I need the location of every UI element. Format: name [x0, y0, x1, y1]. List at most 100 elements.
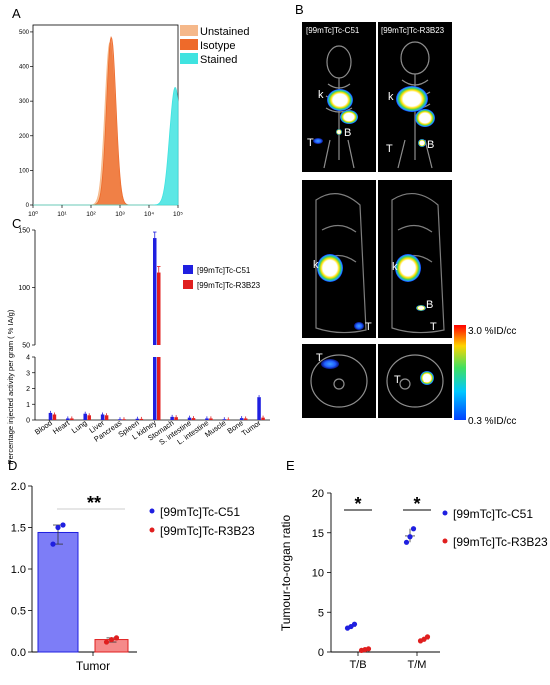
kidney-uptake-r2c2	[395, 254, 421, 282]
y-tick-label: 0.0	[11, 647, 26, 659]
y-tick-label: 100	[18, 285, 30, 292]
bladder-uptake-r3c2	[420, 371, 434, 385]
label-r2c1-k: k	[313, 259, 319, 271]
bladder-uptake-r1c2	[418, 139, 426, 147]
bladder-uptake-r2c2	[416, 305, 426, 311]
kidney-uptake-r1c1-a	[327, 89, 353, 111]
bar-muscle-0	[222, 419, 227, 420]
bar-pancreas-1	[122, 419, 126, 420]
significance-marker-tm: *	[413, 494, 420, 514]
y-tick-label: 0.5	[11, 606, 26, 618]
legend-label-r3b23-d: [99mTc]Tc-R3B23	[160, 524, 255, 538]
x-tick-label: T/M	[408, 659, 427, 671]
bar-s-intestine-1	[191, 418, 196, 420]
legend-label-r3b23-e: [99mTc]Tc-R3B23	[453, 535, 548, 549]
bar-heart-1	[70, 418, 74, 420]
legend-dot-c51-d	[149, 508, 155, 514]
label-r1c1-k: k	[318, 89, 324, 101]
y-tick-label: 0	[26, 203, 30, 209]
label-r2c2-k: k	[392, 261, 398, 273]
histogram-series-stained	[33, 87, 179, 206]
tumor-uptake-r3c1	[321, 359, 339, 369]
tumour-to-organ-chart: Tumour-to-organ ratio 0 5 10 15 20 T/B T/M * *…	[279, 488, 548, 671]
data-point	[103, 639, 110, 645]
y-tick-label: 150	[18, 228, 30, 235]
image-column-label-c51: [99mTc]Tc-C51	[306, 26, 360, 35]
color-scale-min-label: 0.3 %ID/cc	[468, 416, 516, 427]
x-tick-label: T/B	[349, 659, 366, 671]
bar-tumor-1	[261, 417, 265, 420]
panel-label-d: D	[8, 458, 17, 473]
legend-label-stained: Stained	[200, 54, 237, 66]
y-tick-label: 3	[26, 370, 30, 377]
bar-l-intestine-1	[209, 418, 213, 420]
y-tick-label: 100	[19, 168, 30, 174]
x-tick-label: 10²	[86, 211, 96, 218]
panel-label-b: B	[295, 2, 304, 17]
label-r1c2-k: k	[388, 91, 394, 103]
image-column-label-r3b23: [99mTc]Tc-R3B23	[381, 26, 445, 35]
bar-muscle-1	[226, 419, 231, 420]
bar-tumor-0	[257, 397, 261, 420]
bar-bone-1	[243, 418, 248, 420]
y-tick-label: 0	[26, 418, 30, 425]
x-tick-label: Blood	[33, 418, 54, 436]
bar-tumor-0	[37, 531, 79, 653]
kidney-uptake-r1c2-b	[415, 109, 435, 127]
legend-label-c51: [99mTc]Tc-C51	[197, 266, 251, 275]
label-r3c1-t: T	[316, 352, 323, 364]
label-r1c2-t: T	[386, 143, 393, 155]
y-tick-label: 5	[318, 607, 324, 619]
x-tick-label: 10⁵	[173, 211, 183, 218]
significance-marker-d: **	[87, 493, 101, 513]
bladder-uptake-r1c1	[336, 129, 342, 135]
y-tick-label: 200	[19, 134, 30, 140]
y-tick-label: 0	[318, 647, 324, 659]
flow-cytometry-histogram: 10⁰ 10¹ 10² 10³ 10⁴ 10⁵ 0 100 200 300 400 500 Unsta…	[19, 24, 250, 218]
y-tick-label: 300	[19, 99, 30, 105]
bar-lung-0	[83, 413, 87, 420]
panel-label-c: C	[12, 216, 21, 231]
significance-marker-tb: *	[354, 494, 361, 514]
histogram-legend: Unstained Isotype Stained	[180, 25, 250, 66]
label-r1c1-t: T	[307, 137, 314, 149]
color-scale-max-label: 3.0 %ID/cc	[468, 326, 516, 337]
x-tick-label: 10³	[115, 211, 125, 218]
ct-axial-r3c2	[386, 354, 444, 408]
bar-blood-1	[52, 414, 57, 420]
tumor-chart-legend: [99mTc]Tc-C51 [99mTc]Tc-R3B23	[149, 505, 255, 538]
bar-liver-0	[100, 414, 105, 420]
y-tick-label: 15	[312, 528, 324, 540]
x-tick-label: 10⁰	[28, 210, 38, 218]
legend-dot-r3b23-d	[149, 527, 155, 533]
y-tick-label: 1.0	[11, 564, 26, 576]
y-tick-label: 400	[19, 65, 30, 71]
x-tick-label: Tumor	[240, 418, 263, 438]
biodistribution-chart: Percentage injected activity per gram ( …	[6, 228, 270, 464]
kidney-uptake-r1c2-a	[396, 86, 428, 112]
bar-upper-l-kidney-1	[157, 272, 161, 345]
label-r2c2-t: T	[430, 321, 437, 333]
label-r1c1-b: B	[344, 127, 351, 139]
y-tick-label: 1.5	[11, 523, 26, 535]
panel-label-a: A	[12, 6, 21, 21]
y-tick-label: 4	[26, 355, 30, 362]
data-point	[424, 634, 431, 640]
data-point	[55, 524, 61, 531]
y-tick-label: 10	[312, 568, 324, 580]
kidney-uptake-r2c1	[317, 254, 343, 282]
ratio-chart-legend: [99mTc]Tc-C51 [99mTc]Tc-R3B23	[442, 507, 548, 549]
data-point	[50, 541, 56, 547]
legend-label-c51-e: [99mTc]Tc-C51	[453, 507, 533, 521]
ct-axial-r3c1	[310, 354, 368, 408]
x-tick-label: 10¹	[57, 211, 67, 218]
bar-pancreas-0	[118, 419, 122, 420]
y-tick-label: 1	[26, 402, 30, 409]
data-point	[365, 646, 372, 652]
data-point	[108, 636, 115, 643]
tumor-uptake-chart: 0.0 0.5 1.0 1.5 2.0 ** Tumor [99mTc]Tc-C51 […	[11, 481, 255, 673]
bar-s-intestine-0	[187, 417, 192, 420]
image-r3c1	[302, 344, 376, 418]
legend-label-isotype: Isotype	[200, 40, 235, 52]
